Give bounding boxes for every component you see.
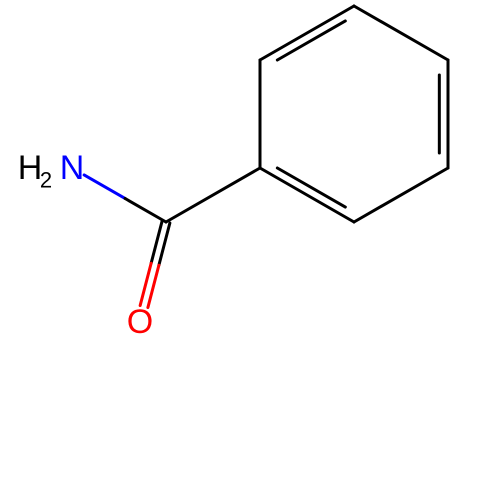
svg-text:O: O	[127, 303, 153, 341]
molecule-canvas: NH2 O	[0, 0, 500, 500]
hydrogen-label: H	[18, 149, 43, 187]
atoms-layer: NH2 O	[18, 149, 154, 341]
bonds-layer	[84, 6, 448, 308]
svg-text:N: N	[60, 149, 85, 187]
hydrogen-subscript: 2	[40, 168, 52, 193]
